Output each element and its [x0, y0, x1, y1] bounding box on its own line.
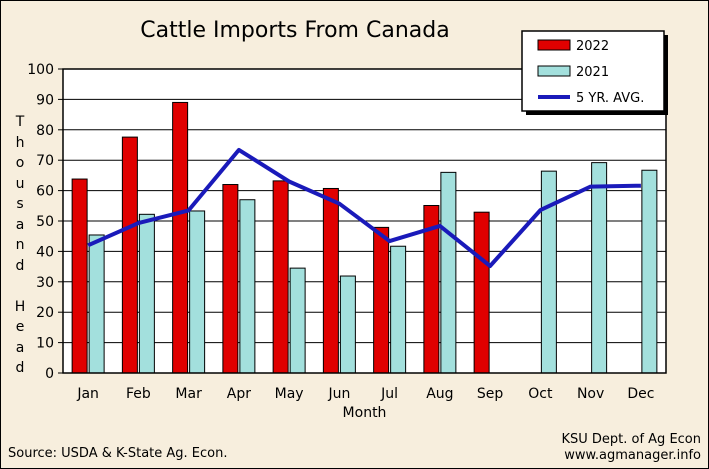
y-axis-label-char: a	[15, 339, 25, 356]
bar-2022-may	[272, 180, 289, 374]
x-tick-label-jun: Jun	[327, 386, 350, 402]
y-axis-label-char: d	[15, 257, 25, 274]
x-tick-label-dec: Dec	[627, 386, 654, 402]
y-axis-label-char: e	[15, 319, 25, 335]
bar-2021-apr	[239, 199, 256, 374]
y-axis-label-char: H	[14, 298, 26, 315]
source-note: Source: USDA & K-State Ag. Econ.	[8, 446, 228, 461]
y-tick-label-60: 60	[36, 184, 54, 200]
bar-2022-feb	[121, 136, 138, 374]
y-tick-label-0: 0	[45, 366, 54, 382]
bar-2021-jun	[339, 275, 356, 374]
y-tick-label-80: 80	[36, 123, 54, 139]
legend-label-5-yr-avg-: 5 YR. AVG.	[576, 91, 644, 106]
x-tick-label-mar: Mar	[175, 386, 202, 402]
bar-2022-sep	[473, 211, 490, 374]
bar-2021-may	[289, 267, 306, 374]
credit-line-2: www.agmanager.info	[564, 448, 701, 463]
bar-2021-dec	[641, 169, 658, 374]
y-axis-label-char: T	[15, 114, 25, 130]
bar-2021-jan	[88, 234, 105, 374]
y-tick-label-50: 50	[36, 214, 54, 230]
x-tick-label-feb: Feb	[126, 386, 151, 402]
x-tick-label-jan: Jan	[76, 386, 99, 402]
x-tick-label-may: May	[275, 386, 304, 402]
y-tick-label-90: 90	[36, 92, 54, 108]
legend-swatch-2021	[537, 65, 571, 77]
line-series-5yr-avg	[87, 147, 641, 268]
y-axis-label-char: n	[15, 237, 25, 253]
y-axis-label-char: h	[15, 134, 25, 151]
bar-2022-jun	[322, 187, 339, 374]
y-axis-label-char: u	[15, 175, 25, 192]
bar-2021-nov	[591, 162, 608, 374]
y-tick-label-10: 10	[36, 336, 54, 352]
y-tick-label-30: 30	[36, 275, 54, 291]
y-axis-label-char: a	[15, 216, 25, 233]
x-tick-label-jul: Jul	[380, 386, 398, 402]
x-tick-label-sep: Sep	[477, 386, 504, 402]
bar-2021-feb	[138, 213, 155, 374]
bar-2021-oct	[540, 170, 557, 374]
legend-swatch-2022	[537, 39, 571, 51]
y-axis-label-char: s	[16, 196, 24, 212]
legend-label-2022: 2022	[576, 39, 609, 54]
bar-2022-jul	[373, 226, 390, 374]
y-axis-label-char: d	[15, 360, 25, 376]
bar-2022-jan	[71, 178, 88, 374]
credit-note: KSU Dept. of Ag Econ www.agmanager.info	[561, 432, 701, 464]
plot-border	[62, 68, 667, 374]
bar-2022-mar	[172, 101, 189, 374]
bar-2022-apr	[222, 184, 239, 374]
chart-title: Cattle Imports From Canada	[140, 18, 450, 43]
x-tick-label-nov: Nov	[577, 386, 604, 402]
x-axis-label: Month	[343, 405, 387, 421]
y-tick-label-70: 70	[36, 153, 54, 169]
bar-2021-mar	[189, 210, 206, 374]
legend-label-2021: 2021	[576, 65, 609, 80]
x-tick-label-oct: Oct	[528, 386, 553, 402]
y-tick-label-100: 100	[27, 62, 54, 78]
y-axis-label-char: o	[15, 155, 25, 171]
y-tick-label-20: 20	[36, 305, 54, 321]
x-tick-label-apr: Apr	[227, 386, 251, 402]
x-tick-label-aug: Aug	[426, 386, 453, 402]
y-tick-label-40: 40	[36, 244, 54, 260]
bar-2021-jul	[390, 245, 407, 374]
credit-line-1: KSU Dept. of Ag Econ	[561, 432, 701, 447]
bar-2021-aug	[440, 171, 457, 374]
